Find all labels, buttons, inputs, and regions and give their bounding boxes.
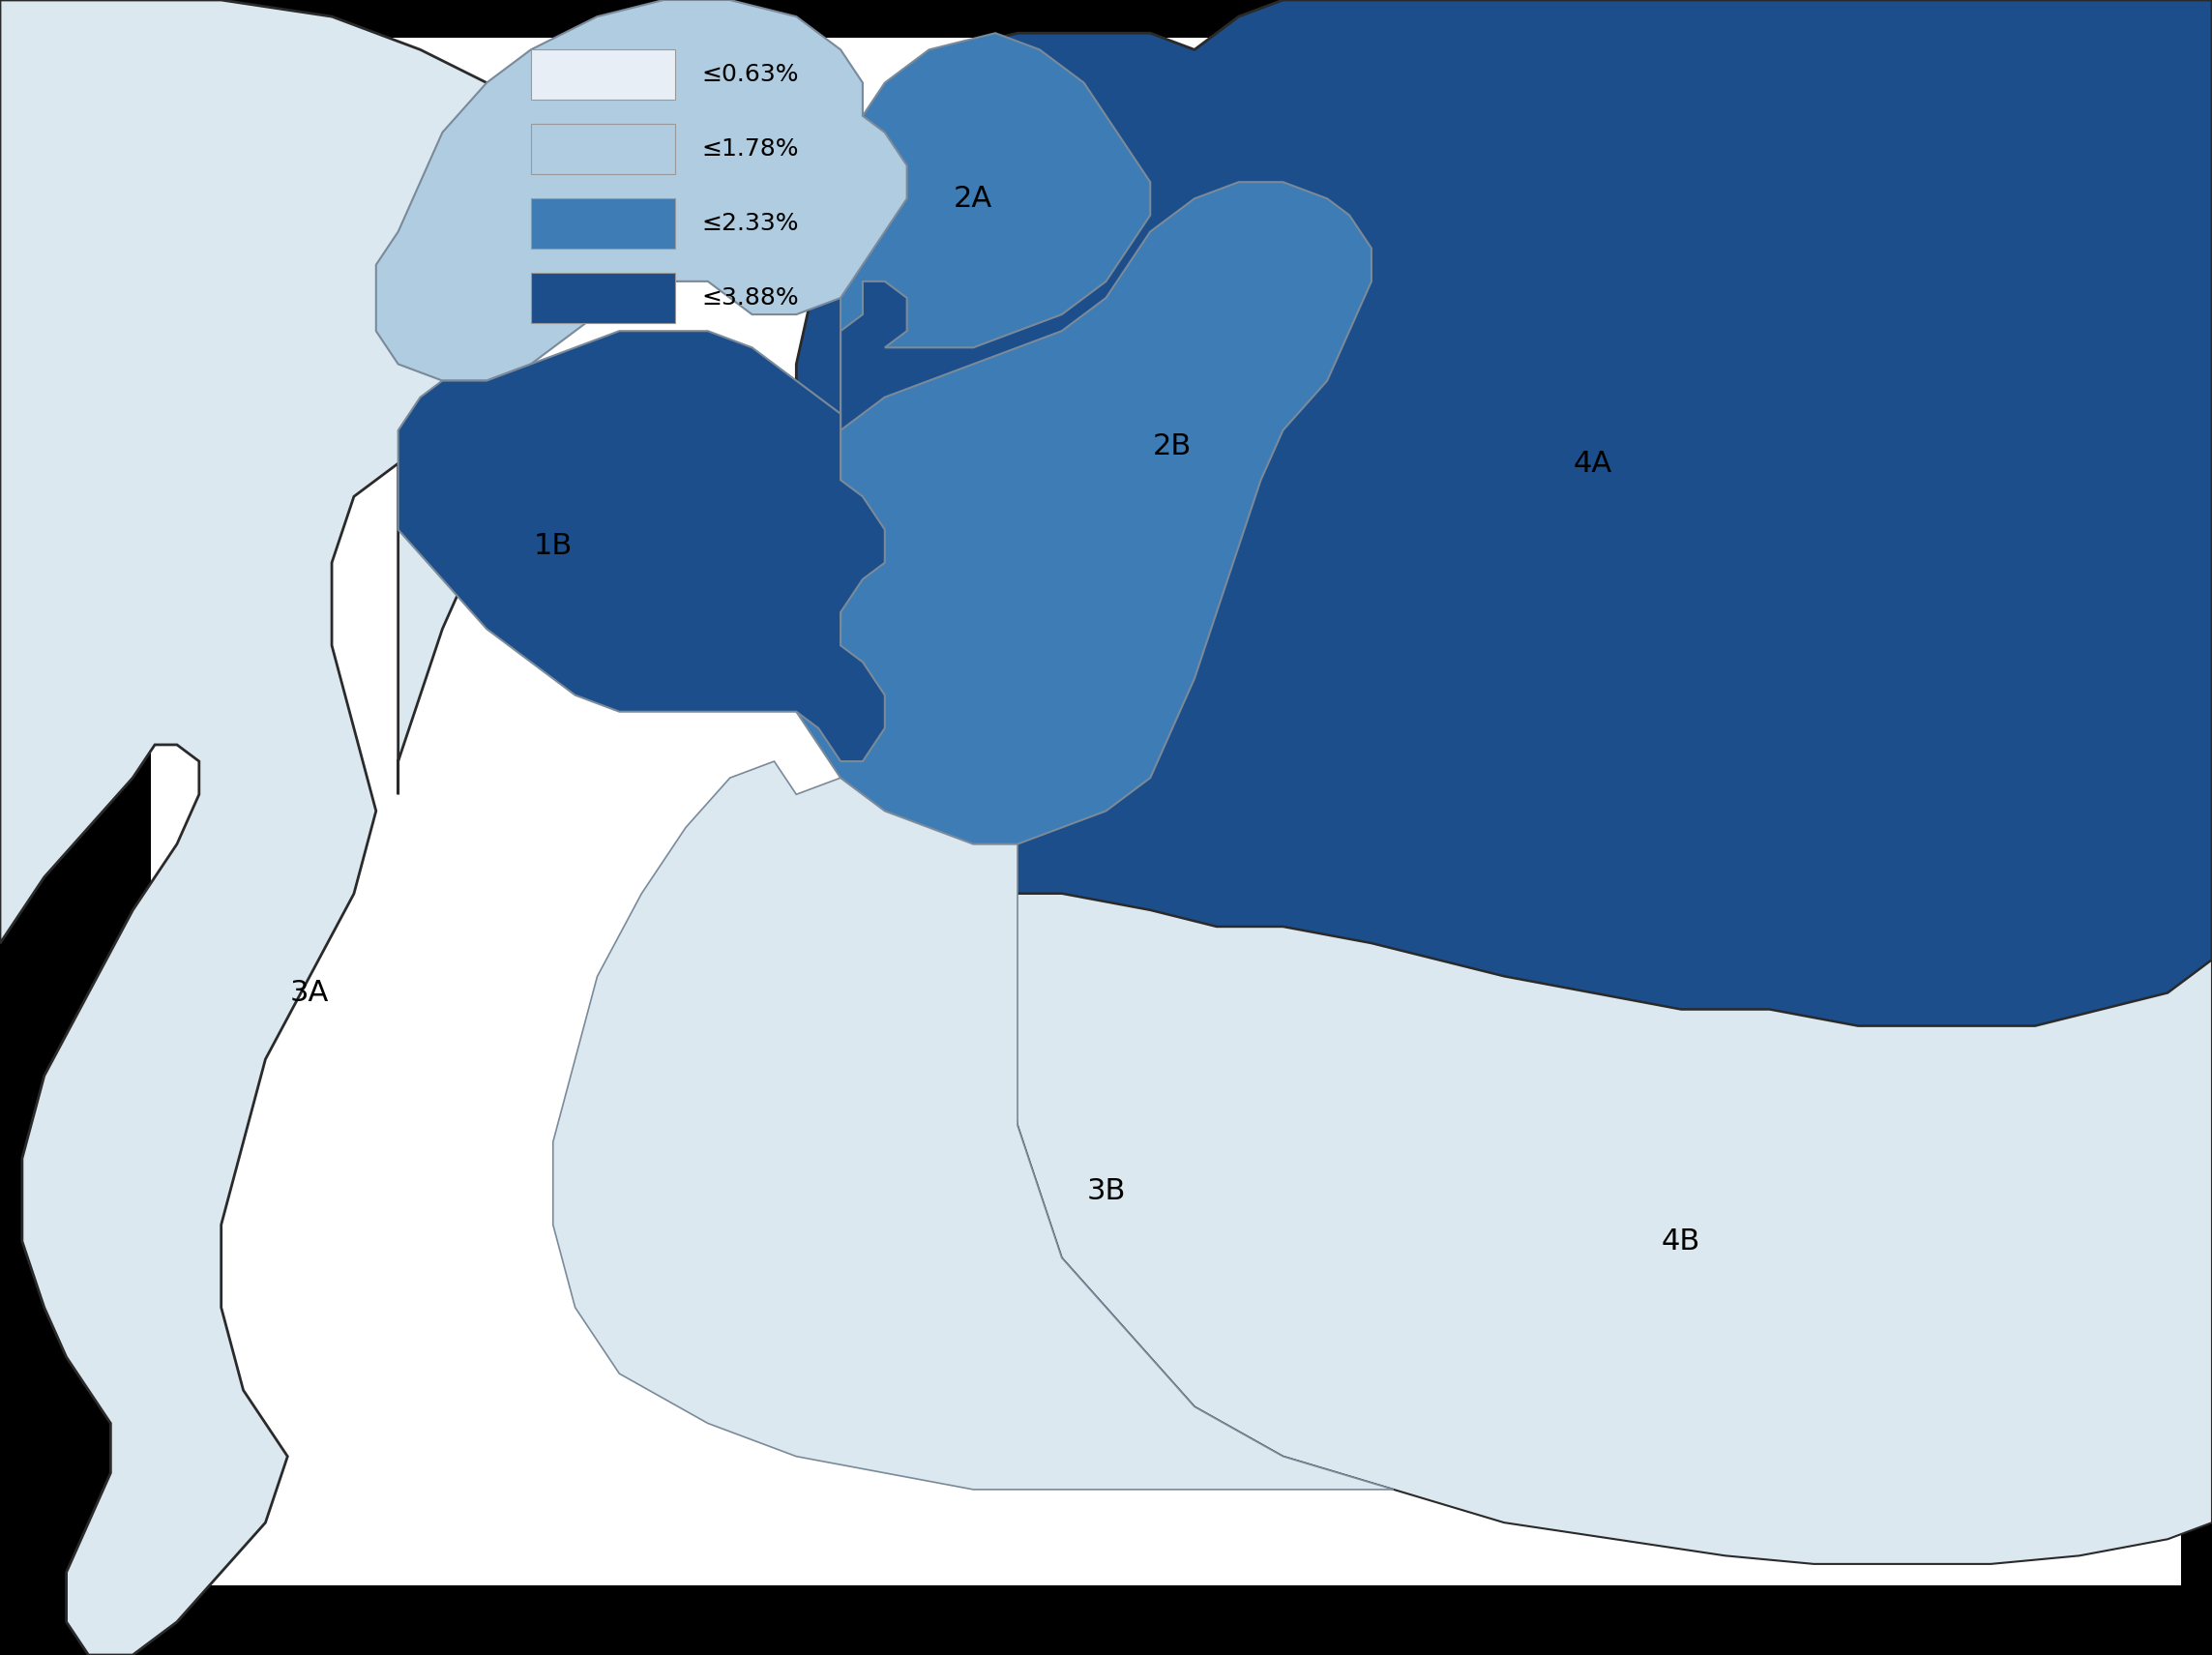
Text: 1B: 1B: [533, 533, 573, 559]
Text: 2A: 2A: [953, 185, 993, 212]
FancyBboxPatch shape: [531, 273, 675, 323]
Polygon shape: [0, 0, 553, 1655]
Polygon shape: [796, 0, 2212, 1026]
Text: ≤0.63%: ≤0.63%: [701, 63, 799, 86]
Text: ≤2.33%: ≤2.33%: [701, 212, 799, 235]
Text: 4A: 4A: [1573, 450, 1613, 477]
Polygon shape: [376, 0, 907, 381]
FancyBboxPatch shape: [531, 199, 675, 248]
Text: 3B: 3B: [1086, 1178, 1126, 1205]
FancyBboxPatch shape: [531, 124, 675, 174]
Text: 4B: 4B: [1661, 1228, 1701, 1254]
Polygon shape: [995, 894, 2212, 1564]
Text: 1A: 1A: [577, 152, 617, 179]
Text: 3A: 3A: [290, 980, 330, 1006]
FancyBboxPatch shape: [531, 50, 675, 99]
Text: ≤1.78%: ≤1.78%: [701, 137, 799, 161]
Text: 2B: 2B: [1152, 434, 1192, 460]
Text: ≤3.88%: ≤3.88%: [701, 286, 799, 309]
Polygon shape: [553, 745, 1394, 1490]
Polygon shape: [841, 33, 1150, 629]
Polygon shape: [398, 331, 885, 761]
Polygon shape: [796, 182, 1371, 844]
